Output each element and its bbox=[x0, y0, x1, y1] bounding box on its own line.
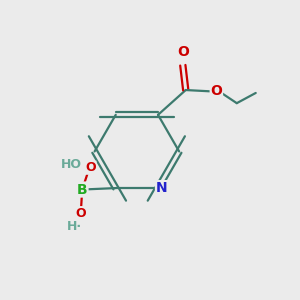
Text: O: O bbox=[177, 45, 189, 59]
Text: N: N bbox=[156, 181, 168, 195]
Text: B: B bbox=[77, 182, 88, 197]
Text: O: O bbox=[210, 85, 222, 98]
Text: O: O bbox=[85, 161, 96, 174]
Text: HO: HO bbox=[61, 158, 82, 171]
Text: O: O bbox=[75, 207, 86, 220]
Text: H·: H· bbox=[67, 220, 82, 232]
